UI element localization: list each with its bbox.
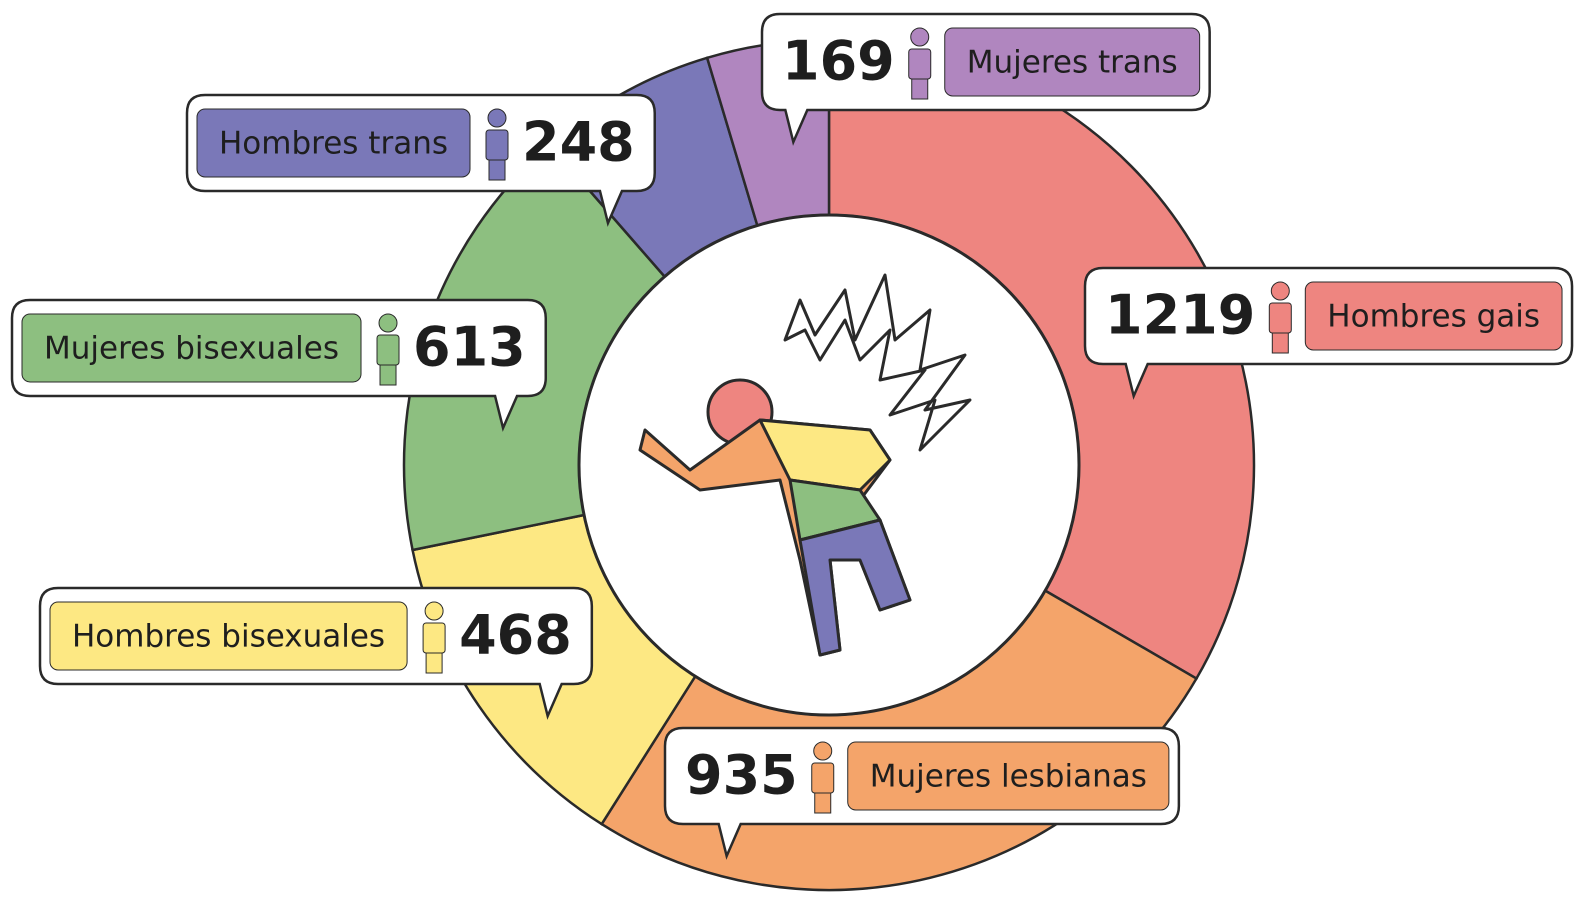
category-label: Mujeres bisexuales: [44, 331, 339, 367]
value-label: 468: [459, 604, 572, 667]
category-label: Hombres bisexuales: [72, 619, 385, 655]
icon-legs: [425, 652, 443, 674]
category-pill: [49, 601, 408, 671]
person-icon: [422, 601, 446, 674]
icon-legs: [379, 364, 397, 386]
category-pill: [944, 27, 1201, 97]
person-icon: [908, 27, 932, 100]
callout: 248 Hombres trans: [185, 93, 656, 227]
icon-body: [908, 48, 932, 80]
value-label: 1219: [1105, 284, 1255, 347]
person-icon: [376, 313, 400, 386]
icon-head: [1270, 281, 1290, 301]
icon-head: [378, 313, 398, 333]
icon-head: [424, 601, 444, 621]
icon-body: [1268, 302, 1292, 334]
person-icon: [811, 741, 835, 814]
category-pill: [847, 741, 1170, 811]
icon-legs: [814, 792, 832, 814]
icon-body: [811, 762, 835, 794]
category-pill: [21, 313, 362, 383]
callout: 1219 Hombres gais: [1083, 266, 1574, 400]
callout: 169 Mujeres trans: [760, 12, 1211, 146]
category-label: Hombres trans: [219, 126, 448, 162]
icon-legs: [1271, 332, 1289, 354]
icon-head: [910, 27, 930, 47]
person-icon: [485, 108, 509, 181]
icon-head: [487, 108, 507, 128]
value-label: 169: [782, 30, 895, 93]
icon-legs: [488, 159, 506, 181]
center-figure: [638, 273, 972, 657]
callouts: 1219 Hombres gais 935 Mujeres lesbianas 468 H…: [10, 12, 1574, 860]
category-label: Mujeres trans: [967, 45, 1178, 81]
category-pill: [1304, 281, 1563, 351]
value-label: 935: [685, 744, 798, 807]
category-pill: [196, 108, 471, 178]
icon-body: [422, 622, 446, 654]
icon-head: [813, 741, 833, 761]
callout: 468 Hombres bisexuales: [38, 586, 594, 720]
value-label: 248: [522, 111, 635, 174]
callout: 935 Mujeres lesbianas: [663, 726, 1181, 860]
person-icon: [1268, 281, 1292, 354]
category-label: Mujeres lesbianas: [870, 759, 1147, 795]
icon-legs: [911, 78, 929, 100]
callout: 613 Mujeres bisexuales: [10, 298, 547, 432]
icon-body: [485, 129, 509, 161]
value-label: 613: [413, 316, 526, 379]
category-label: Hombres gais: [1327, 299, 1540, 335]
icon-body: [376, 334, 400, 366]
